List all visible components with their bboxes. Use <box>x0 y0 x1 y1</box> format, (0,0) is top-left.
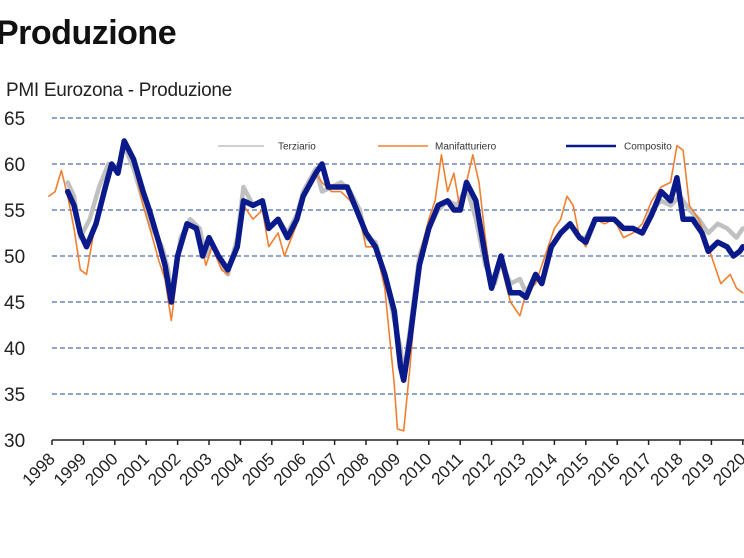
page-title: Produzione <box>0 14 177 52</box>
y-tick-label: 55 <box>4 201 25 222</box>
y-tick-label: 40 <box>4 339 25 360</box>
x-tick-label: 2003 <box>176 449 216 489</box>
y-tick-label: 30 <box>4 431 25 452</box>
x-tick-label: 2011 <box>428 449 467 488</box>
x-tick-label: 2019 <box>678 449 718 489</box>
x-tick-label: 2001 <box>113 449 153 489</box>
chart-title: PMI Eurozona - Produzione <box>6 80 232 101</box>
x-tick-label: 2002 <box>144 449 184 489</box>
x-tick-label: 2020 <box>709 449 744 489</box>
x-tick-label: 2016 <box>584 449 624 489</box>
legend-label: Manifatturiero <box>435 142 497 153</box>
x-tick-label: 2012 <box>458 449 498 489</box>
x-tick-label: 2007 <box>301 449 341 489</box>
legend-label: Terziario <box>278 142 316 153</box>
series-line-terziario <box>65 143 744 378</box>
series-line-manifatturiero <box>48 140 744 432</box>
x-tick-label: 1998 <box>19 449 59 489</box>
series-lines <box>48 138 744 432</box>
x-tick-label: 2006 <box>270 449 310 489</box>
x-tick-label: 2015 <box>552 449 592 489</box>
x-axis: 1998199920002001200220032004200520062007… <box>19 439 744 490</box>
x-tick-label: 2005 <box>238 449 278 489</box>
y-tick-label: 50 <box>4 247 25 268</box>
legend-label: Composito <box>624 142 672 153</box>
x-tick-label: 2009 <box>364 449 404 489</box>
x-tick-label: 2010 <box>395 449 435 489</box>
x-tick-label: 1999 <box>50 449 90 489</box>
x-tick-label: 2000 <box>81 449 121 489</box>
x-tick-label: 2014 <box>521 449 561 489</box>
y-tick-label: 65 <box>4 109 25 130</box>
series-line-composito <box>64 138 744 383</box>
y-tick-label: 35 <box>4 385 25 406</box>
x-tick-label: 2018 <box>647 449 687 489</box>
x-tick-label: 2013 <box>490 449 530 489</box>
x-tick-label: 2017 <box>615 449 655 489</box>
x-tick-label: 2008 <box>333 449 373 489</box>
legend: Terziario Manifatturiero Composito <box>218 142 672 153</box>
y-tick-label: 45 <box>4 293 25 314</box>
y-axis: 30 35 40 45 50 55 60 65 <box>4 109 25 452</box>
x-tick-label: 2004 <box>207 449 247 489</box>
y-tick-label: 60 <box>4 155 25 176</box>
